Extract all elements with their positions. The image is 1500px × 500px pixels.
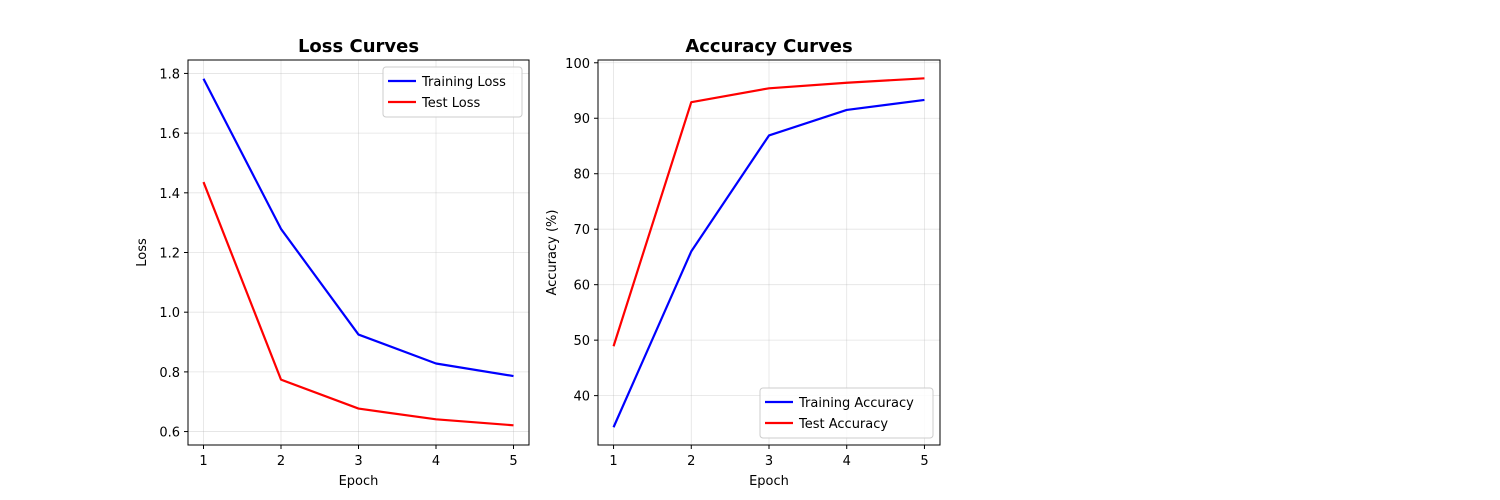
axes-frame <box>597 59 941 446</box>
legend-label: Training Accuracy <box>798 396 914 411</box>
y-tick-label: 70 <box>573 223 590 238</box>
chart-title: Loss Curves <box>298 36 419 57</box>
x-tick-label: 1 <box>199 454 207 469</box>
legend-label: Training Loss <box>421 75 506 90</box>
series-line-training-loss <box>202 78 514 378</box>
y-tick-label: 1.6 <box>159 127 180 142</box>
y-tick-label: 0.8 <box>159 366 180 381</box>
x-tick-label: 4 <box>843 454 851 469</box>
legend-box <box>759 387 934 439</box>
legend: Training Loss Test Loss <box>382 66 523 118</box>
y-tick-label: 100 <box>565 57 590 72</box>
x-tick-label: 3 <box>765 454 773 469</box>
y-tick-label: 0.6 <box>159 426 180 441</box>
axes-frame <box>187 59 530 446</box>
y-tick-label: 50 <box>573 334 590 349</box>
legend-label: Test Accuracy <box>798 417 888 432</box>
loss-chart: 1 2 3 4 5 0.6 0.8 1.0 1.2 1.4 1.6 1.8 Loss Curves Epo… <box>135 36 530 489</box>
series-line-training-accuracy <box>612 98 925 428</box>
y-tick-label: 40 <box>573 390 590 405</box>
x-tick-label: 2 <box>687 454 695 469</box>
x-axis-label: Epoch <box>749 474 789 489</box>
y-tick-label: 80 <box>573 168 590 183</box>
chart-title: Accuracy Curves <box>685 36 852 57</box>
series-line-test-accuracy <box>612 77 925 347</box>
legend-box <box>382 66 523 118</box>
x-tick-label: 5 <box>920 454 928 469</box>
y-tick-label: 90 <box>573 112 590 127</box>
x-tick-label: 5 <box>509 454 517 469</box>
x-tick-label: 3 <box>354 454 362 469</box>
x-tick-label: 2 <box>277 454 285 469</box>
x-axis-label: Epoch <box>339 474 379 489</box>
series-line-test-loss <box>202 181 514 427</box>
legend: Training Accuracy Test Accuracy <box>759 387 934 439</box>
x-tick-label: 4 <box>432 454 440 469</box>
y-tick-label: 1.2 <box>159 247 180 262</box>
y-axis-label: Loss <box>135 238 150 267</box>
y-axis-label: Accuracy (%) <box>545 210 560 296</box>
legend-label: Test Loss <box>421 96 480 111</box>
y-tick-label: 1.0 <box>159 306 180 321</box>
x-tick-label: 1 <box>609 454 617 469</box>
y-tick-label: 1.4 <box>159 187 180 202</box>
y-tick-label: 1.8 <box>159 67 180 82</box>
accuracy-chart: 1 2 3 4 5 40 50 60 70 80 90 100 Accuracy Curves Epoch… <box>545 36 941 489</box>
y-tick-label: 60 <box>573 279 590 294</box>
